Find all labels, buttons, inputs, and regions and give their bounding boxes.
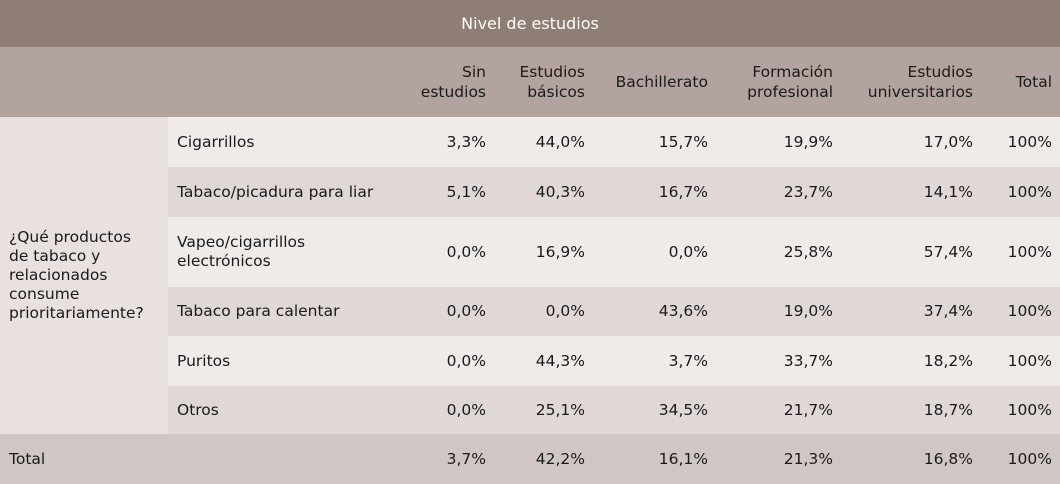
cell-value: 100%	[1007, 351, 1052, 370]
cell-value: 15,7%	[658, 132, 708, 151]
cell-value: 0,0%	[668, 242, 708, 261]
cell-value: 3,7%	[668, 351, 708, 370]
cell-value: 0,0%	[446, 242, 486, 261]
cell-value: 25,1%	[535, 400, 585, 419]
row-label: Tabaco para calentar	[177, 302, 340, 320]
total-value: 16,1%	[658, 449, 708, 468]
cell-value: 34,5%	[658, 400, 708, 419]
cell-value: 5,1%	[446, 182, 486, 201]
cell-value: 0,0%	[446, 302, 486, 320]
cell-value: 18,2%	[923, 351, 973, 370]
cell-value: 17,0%	[923, 132, 973, 151]
cell-value: 57,4%	[923, 242, 973, 261]
table-row: Tabaco/picadura para liar 5,1% 40,3% 16,…	[168, 167, 1060, 217]
cell-value: 25,8%	[783, 242, 833, 261]
cell-value: 0,0%	[446, 351, 486, 370]
col-header-sin-estudios: Sin estudios	[420, 63, 486, 101]
cell-value: 44,0%	[535, 132, 585, 151]
cell-value: 40,3%	[535, 182, 585, 201]
col-header-formacion-profesional: Formación profesional	[747, 63, 833, 101]
col-header-bachillerato: Bachillerato	[615, 73, 708, 91]
cell-value: 100%	[1007, 182, 1052, 201]
col-header-estudios-universitarios: Estudios universitarios	[867, 63, 973, 101]
table-row: Puritos 0,0% 44,3% 3,7% 33,7% 18,2% 100%	[168, 336, 1060, 386]
col-header-total: Total	[1015, 73, 1052, 91]
col-header-estudios-basicos: Estudios básicos	[519, 63, 585, 101]
cell-value: 33,7%	[783, 351, 833, 370]
cell-value: 100%	[1007, 302, 1052, 320]
total-row: Total 3,7% 42,2% 16,1% 21,3% 16,8% 100%	[0, 434, 1060, 484]
cell-value: 21,7%	[783, 400, 833, 419]
cell-value: 16,7%	[658, 182, 708, 201]
cell-value: 0,0%	[446, 400, 486, 419]
table-row: Vapeo/cigarrillos electrónicos 0,0% 16,9%…	[168, 217, 1060, 287]
cell-value: 44,3%	[535, 351, 585, 370]
cell-value: 0,0%	[545, 302, 585, 320]
cell-value: 100%	[1007, 132, 1052, 151]
column-header-row: Sin estudios Estudios básicos Bachillerato…	[0, 47, 1060, 117]
cell-value: 37,4%	[923, 302, 973, 320]
table-row: Otros 0,0% 25,1% 34,5% 21,7% 18,7% 100%	[168, 386, 1060, 434]
row-label: Cigarrillos	[177, 132, 255, 151]
cell-value: 3,3%	[446, 132, 486, 151]
row-label: Tabaco/picadura para liar	[177, 182, 374, 201]
cell-value: 18,7%	[923, 400, 973, 419]
cell-value: 19,0%	[783, 302, 833, 320]
total-label: Total	[9, 449, 46, 468]
cell-value: 16,9%	[535, 242, 585, 261]
cell-value: 23,7%	[783, 182, 833, 201]
total-value: 21,3%	[783, 449, 833, 468]
row-label: Otros	[177, 400, 219, 419]
total-value: 16,8%	[923, 449, 973, 468]
row-group-label: ¿Qué productos de tabaco y relacionados …	[0, 117, 168, 434]
cell-value: 19,9%	[783, 132, 833, 151]
cell-value: 43,6%	[658, 302, 708, 320]
total-value: 42,2%	[535, 449, 585, 468]
table-title: Nivel de estudios	[0, 0, 1060, 47]
table-row: Tabaco para calentar 0,0% 0,0% 43,6% 19,…	[168, 287, 1060, 336]
cell-value: 100%	[1007, 242, 1052, 261]
table-row: Cigarrillos 3,3% 44,0% 15,7% 19,9% 17,0%…	[168, 117, 1060, 167]
total-value: 100%	[1007, 449, 1052, 468]
cell-value: 100%	[1007, 400, 1052, 419]
row-label: Puritos	[177, 351, 231, 370]
cell-value: 14,1%	[923, 182, 973, 201]
row-label: Vapeo/cigarrillos electrónicos	[177, 233, 306, 270]
total-value: 3,7%	[446, 449, 486, 468]
